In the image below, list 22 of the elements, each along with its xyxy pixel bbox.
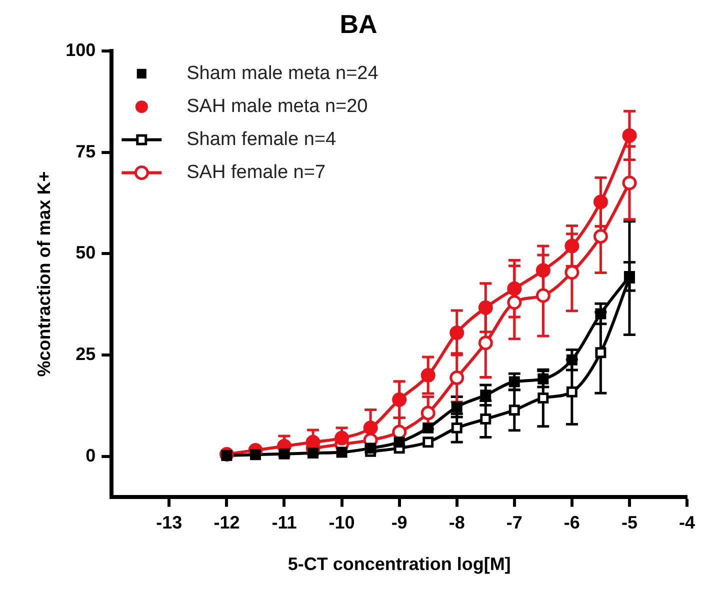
y-tick-label: 75 — [76, 141, 96, 162]
x-tick-label: -4 — [678, 512, 696, 533]
legend-label: Sham male meta n=24 — [186, 62, 379, 84]
x-tick-label: -5 — [621, 512, 638, 533]
y-tick-label: 25 — [76, 344, 96, 364]
legend-label: SAH female n=7 — [186, 162, 326, 183]
y-tick-label: 0 — [86, 445, 96, 466]
x-tick-label: -11 — [272, 512, 297, 533]
x-axis-title: 5-CT concentration log[M] — [288, 554, 511, 574]
y-tick-label: 100 — [66, 40, 96, 60]
x-tick-label: -12 — [214, 512, 240, 533]
x-tick-label: -10 — [328, 512, 355, 533]
y-tick-label: 50 — [76, 242, 96, 263]
x-tick-label: -7 — [506, 512, 522, 533]
x-tick-label: -6 — [564, 512, 580, 533]
legend-label: Sham female n=4 — [186, 128, 337, 150]
legend-label: SAH male meta n=20 — [186, 96, 368, 117]
x-tick-label: -13 — [156, 512, 182, 533]
x-tick-label: -9 — [391, 512, 408, 533]
x-tick-label: -8 — [448, 512, 465, 533]
chart-title: BA — [340, 8, 378, 39]
y-axis-title: %contraction of max K+ — [34, 171, 54, 377]
